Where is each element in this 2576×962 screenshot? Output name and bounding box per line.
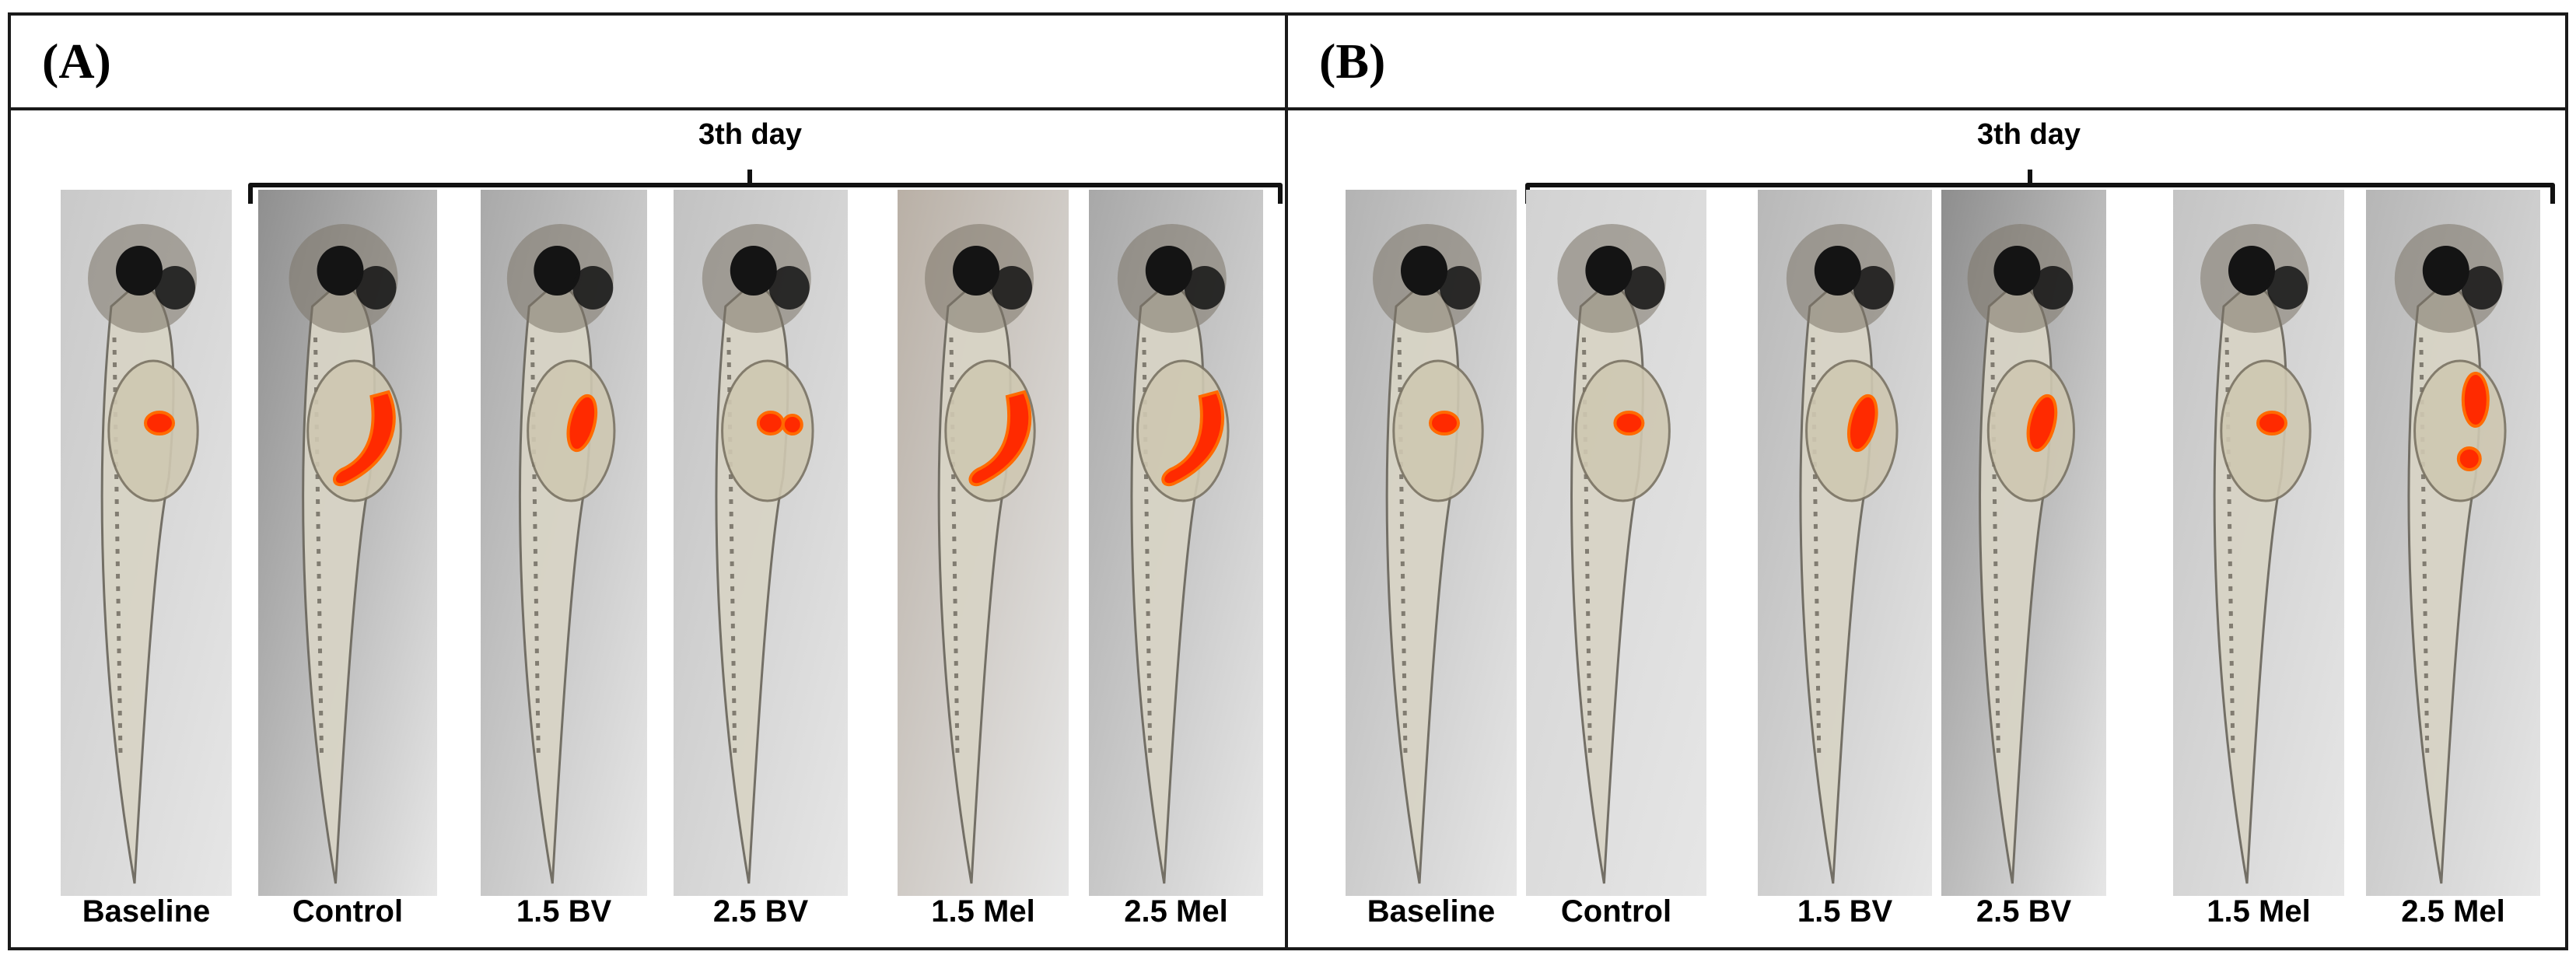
panel-a-day-label: 3th day — [698, 118, 803, 151]
panel-b: (B) 3th day Baseline — [1285, 12, 2568, 950]
panel-a-image-6 — [1089, 190, 1263, 896]
panel-b-image-2 — [1526, 190, 1706, 896]
panel-a-caption-3: 1.5 BV — [516, 894, 612, 929]
panel-b-caption-2: Control — [1560, 894, 1672, 929]
panel-a-caption-1: Baseline — [82, 894, 211, 929]
panel-a-letter: (A) — [42, 33, 111, 89]
panel-b-letter: (B) — [1319, 33, 1386, 89]
panel-b-caption-3: 1.5 BV — [1797, 894, 1893, 929]
panel-a-caption-6: 2.5 Mel — [1124, 894, 1228, 929]
panel-a-image-2 — [258, 190, 437, 896]
panel-a-header: (A) — [11, 16, 1293, 110]
panel-b-image-6 — [2366, 190, 2540, 896]
panel-a-image-1 — [61, 190, 232, 896]
panel-a-image-3 — [481, 190, 647, 896]
panel-b-image-1 — [1346, 190, 1517, 896]
panel-b-day-label: 3th day — [1977, 118, 2081, 151]
panel-a: (A) 3th day Baseline — [8, 12, 1296, 950]
panel-b-caption-1: Baseline — [1367, 894, 1496, 929]
panel-a-caption-4: 2.5 BV — [712, 894, 809, 929]
panel-b-caption-4: 2.5 BV — [1976, 894, 2072, 929]
panel-b-caption-6: 2.5 Mel — [2401, 894, 2505, 929]
panel-b-image-3 — [1758, 190, 1932, 896]
panel-b-caption-5: 1.5 Mel — [2207, 894, 2311, 929]
panel-a-image-4 — [674, 190, 848, 896]
panel-b-image-4 — [1941, 190, 2106, 896]
panel-b-image-5 — [2173, 190, 2344, 896]
panel-a-caption-2: Control — [292, 894, 404, 929]
panel-b-header: (B) — [1288, 16, 2565, 110]
panel-a-bracket — [248, 170, 1283, 204]
panel-a-image-5 — [898, 190, 1069, 896]
panel-a-caption-5: 1.5 Mel — [931, 894, 1035, 929]
